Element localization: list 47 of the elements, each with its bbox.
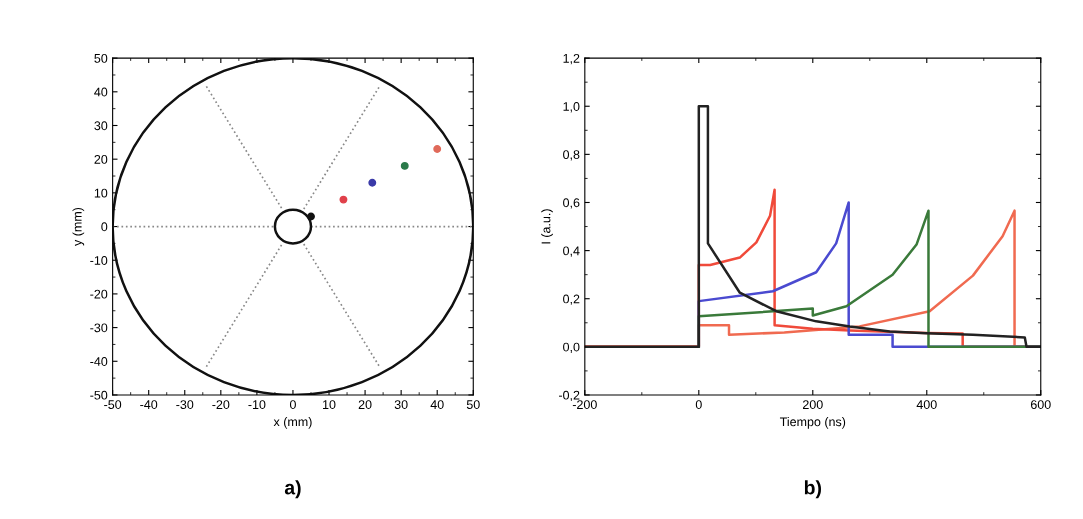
y-tick-label: 40 <box>94 87 108 97</box>
y-tick-label: -30 <box>90 323 108 333</box>
x-tick-label: 400 <box>916 400 937 409</box>
y-tick-label: 30 <box>94 121 108 131</box>
y-axis-title: I (a.u.) <box>541 209 553 244</box>
y-tick-label: 10 <box>94 188 108 198</box>
point <box>400 161 409 170</box>
x-tick-label: -30 <box>176 400 194 409</box>
x-tick-label: 30 <box>394 400 408 409</box>
x-axis-title: Tiempo (ns) <box>779 417 846 429</box>
y-tick-label: -20 <box>90 289 108 299</box>
x-tick-label: 50 <box>466 400 480 409</box>
x-tick-label: 200 <box>802 400 823 409</box>
x-tick-label: 0 <box>289 400 296 409</box>
y-axis-title: y (mm) <box>72 207 85 246</box>
point <box>307 212 315 221</box>
point <box>433 145 442 154</box>
y-tick-label: 0 <box>101 222 108 232</box>
text: b) <box>804 480 821 499</box>
x-tick-label: 600 <box>1030 400 1051 409</box>
x-tick-label: -20 <box>212 400 230 409</box>
line-series <box>584 105 1041 349</box>
x-tick-label: 10 <box>323 400 336 409</box>
x-axis-title: x (mm) <box>273 417 312 429</box>
x-tick-label: -40 <box>140 400 158 409</box>
y-tick-label: -40 <box>90 357 108 366</box>
y-tick-label: 0,2 <box>563 294 580 305</box>
y-tick-label: 50 <box>94 53 108 63</box>
y-tick-label: 1,2 <box>563 53 580 65</box>
x-tick-label: 0 <box>695 400 702 409</box>
x-tick-label: -10 <box>248 400 266 409</box>
y-tick-label: -10 <box>90 256 108 265</box>
x-tick-label: -50 <box>104 400 122 409</box>
y-tick-label: -50 <box>90 390 108 400</box>
y-tick-label: 0,8 <box>563 150 580 161</box>
text: a) <box>284 480 301 499</box>
y-tick-label: 0,4 <box>563 246 580 257</box>
point <box>339 195 348 204</box>
x-tick-label: 20 <box>358 400 372 409</box>
y-tick-label: 20 <box>94 154 108 164</box>
x-tick-label: -200 <box>572 400 597 409</box>
y-tick-label: 0,0 <box>563 342 580 353</box>
point <box>368 178 377 187</box>
y-tick-label: 0,6 <box>563 198 580 209</box>
y-tick-label: -0,2 <box>558 390 580 402</box>
x-tick-label: 40 <box>430 400 444 409</box>
y-tick-label: 1,0 <box>563 102 580 113</box>
